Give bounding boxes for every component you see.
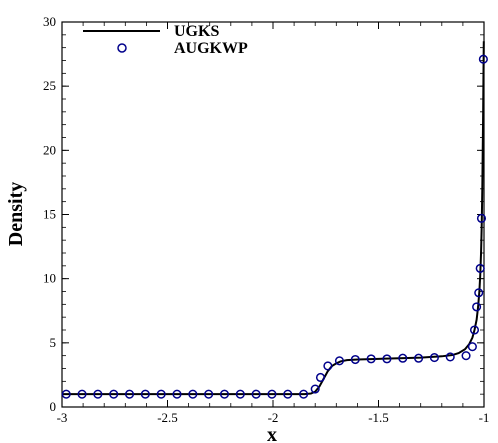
x-axis-label: x <box>267 424 277 443</box>
data-point-augkwp <box>188 389 198 399</box>
plot-frame <box>61 21 485 408</box>
data-point-augkwp <box>398 353 408 363</box>
x-tick-label: -1 <box>479 410 490 425</box>
data-point-augkwp <box>315 372 326 383</box>
data-point-augkwp <box>461 351 471 361</box>
data-point-augkwp <box>61 389 71 399</box>
data-point-augkwp <box>235 389 245 399</box>
x-tick-label: -2.5 <box>157 410 178 425</box>
y-axis-label: Density <box>5 182 27 246</box>
data-point-augkwp <box>156 389 166 399</box>
x-tick-label: -3 <box>57 410 68 425</box>
data-point-augkwp <box>323 361 333 371</box>
data-point-augkwp <box>445 352 455 362</box>
y-tick-label: 20 <box>43 142 56 157</box>
data-point-augkwp <box>382 354 392 364</box>
x-tick-label: -1.5 <box>368 410 389 425</box>
data-point-augkwp <box>429 353 439 363</box>
data-point-augkwp <box>93 389 103 399</box>
data-point-augkwp <box>476 213 487 223</box>
x-tick-label: -2 <box>268 410 279 425</box>
series-layer <box>61 41 488 399</box>
y-tick-label: 5 <box>50 335 57 350</box>
data-point-augkwp <box>219 389 230 399</box>
data-point-augkwp <box>366 354 376 364</box>
data-point-augkwp <box>478 54 488 64</box>
data-point-augkwp <box>475 263 485 273</box>
data-point-augkwp <box>172 389 182 399</box>
y-tick-label: 30 <box>43 14 56 29</box>
legend-marker-augkwp <box>117 43 127 53</box>
series-line-ugks <box>62 41 485 396</box>
data-point-augkwp <box>77 389 87 399</box>
data-point-augkwp <box>350 354 360 365</box>
y-tick-label: 15 <box>43 207 56 222</box>
axes: -3 -2.5 -2 -1.5 -1 0 5 10 15 20 25 30 <box>43 14 489 425</box>
data-point-augkwp <box>109 389 119 399</box>
data-point-augkwp <box>140 389 150 399</box>
data-point-augkwp <box>469 325 480 335</box>
legend: UGKS AUGKWP <box>83 23 248 57</box>
data-point-augkwp <box>283 389 293 399</box>
data-point-augkwp <box>299 389 309 399</box>
data-point-augkwp <box>334 356 345 366</box>
data-point-augkwp <box>414 353 424 363</box>
legend-label-augkwp: AUGKWP <box>174 40 248 57</box>
data-point-augkwp <box>310 384 320 394</box>
y-tick-label: 10 <box>43 271 56 286</box>
data-point-augkwp <box>474 288 484 298</box>
legend-label-ugks: UGKS <box>174 23 219 40</box>
data-point-augkwp <box>267 389 277 399</box>
data-point-augkwp <box>472 302 482 312</box>
data-point-augkwp <box>467 342 477 352</box>
data-point-augkwp <box>124 389 135 399</box>
y-tick-label: 25 <box>43 78 56 93</box>
data-point-augkwp <box>204 389 214 399</box>
data-point-augkwp <box>251 389 261 399</box>
y-tick-label: 0 <box>50 399 57 414</box>
